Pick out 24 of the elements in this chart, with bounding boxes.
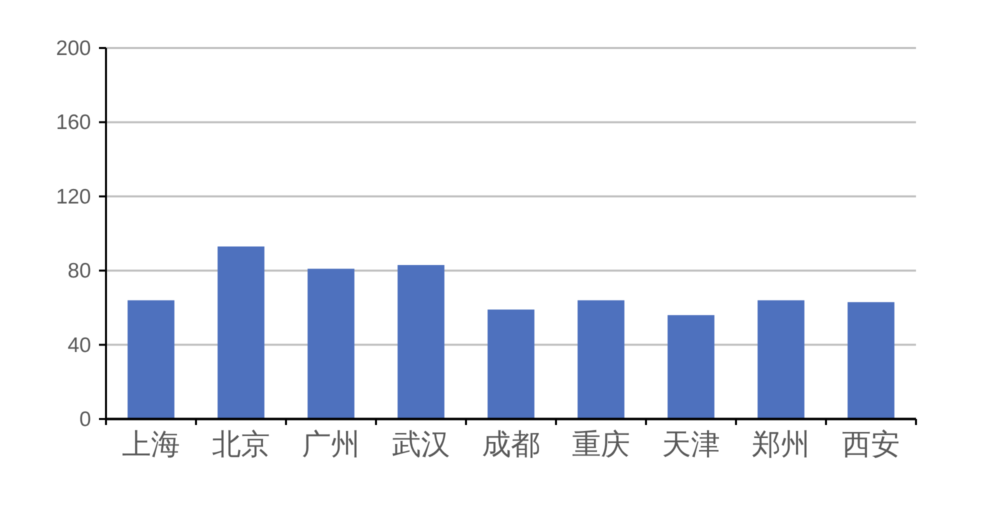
bar: [218, 246, 264, 419]
y-tick-label: 80: [68, 260, 91, 283]
y-tick-label: 160: [56, 111, 91, 134]
bar: [578, 300, 624, 419]
x-tick-label: 成都: [482, 427, 540, 461]
bar: [488, 310, 534, 419]
bar: [398, 265, 444, 419]
x-tick-label: 北京: [212, 427, 270, 461]
x-tick-label: 上海: [122, 427, 180, 461]
x-tick-label: 郑州: [752, 427, 810, 461]
bar: [758, 300, 804, 419]
bar: [848, 302, 894, 419]
x-tick-label: 广州: [302, 427, 360, 461]
y-tick-label: 120: [56, 185, 91, 208]
x-tick-label: 天津: [662, 427, 720, 461]
y-tick-label: 200: [56, 37, 91, 60]
x-tick-label: 西安: [842, 427, 900, 461]
x-tick-label: 武汉: [392, 427, 450, 461]
x-tick-label: 重庆: [572, 427, 630, 461]
bar: [128, 300, 174, 419]
bar: [668, 315, 714, 419]
bar: [308, 268, 354, 419]
y-tick-label: 0: [79, 408, 91, 431]
y-tick-label: 40: [68, 334, 91, 357]
